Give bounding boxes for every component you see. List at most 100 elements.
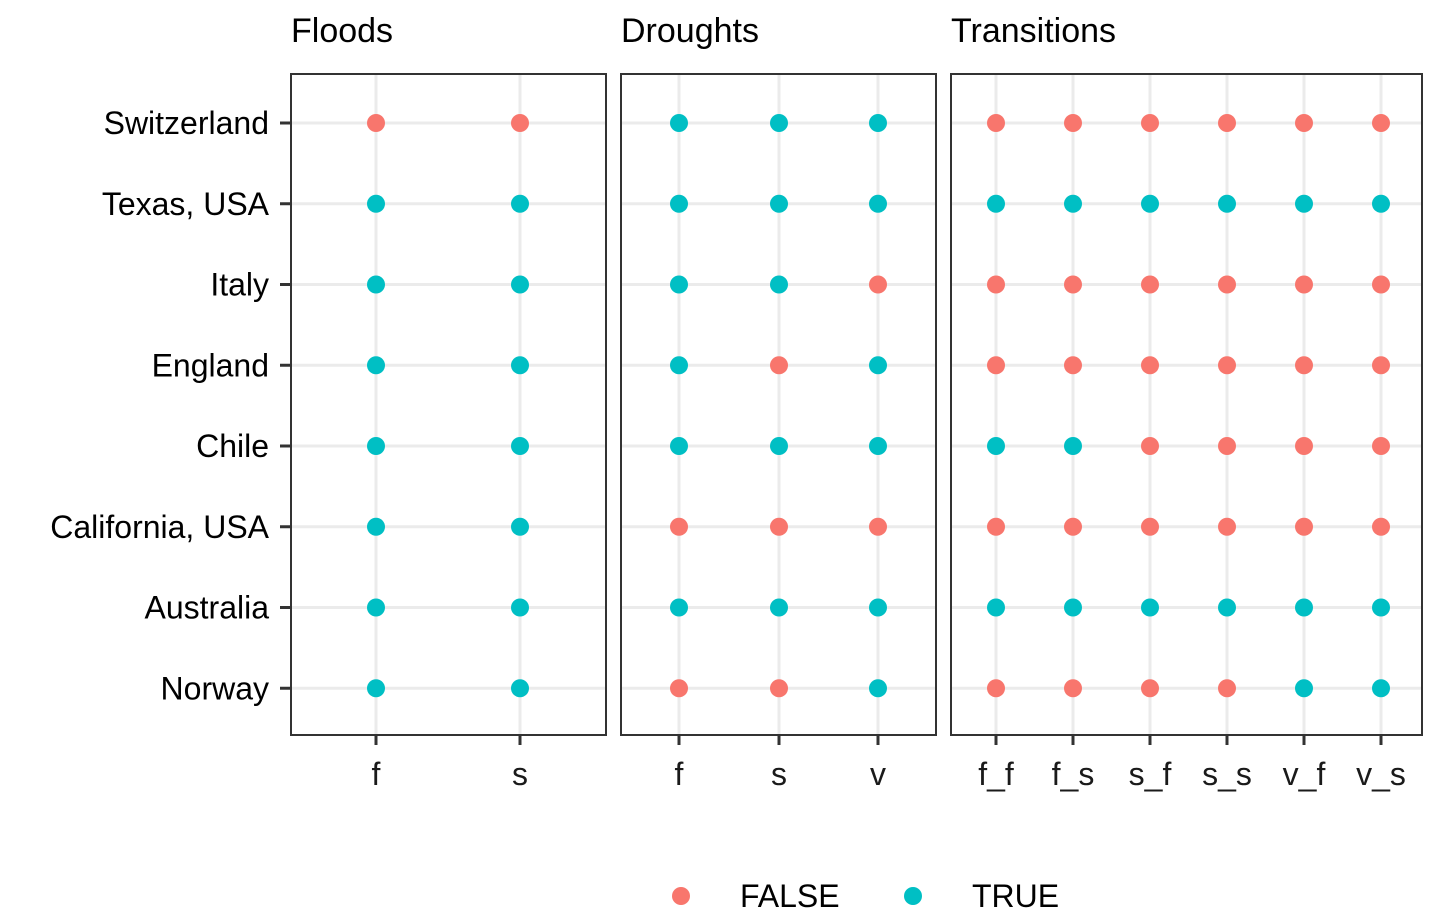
- data-point: [1372, 276, 1390, 294]
- x-tick-label: v: [870, 756, 886, 792]
- data-point: [367, 599, 385, 617]
- data-point: [1218, 518, 1236, 536]
- data-point: [367, 195, 385, 213]
- data-point: [670, 679, 688, 697]
- x-tick-label: v_s: [1356, 756, 1406, 792]
- data-point: [770, 195, 788, 213]
- y-axis-label: Texas, USA: [102, 186, 270, 222]
- data-point: [1372, 356, 1390, 374]
- data-point: [1372, 518, 1390, 536]
- data-point: [367, 679, 385, 697]
- data-point: [511, 356, 529, 374]
- data-point: [1218, 114, 1236, 132]
- y-axis-label: Switzerland: [104, 105, 269, 141]
- data-point: [770, 276, 788, 294]
- data-point: [367, 114, 385, 132]
- panel-border: [951, 74, 1422, 735]
- data-point: [1218, 437, 1236, 455]
- data-point: [987, 437, 1005, 455]
- y-axis-label: Chile: [196, 428, 269, 464]
- data-point: [1372, 437, 1390, 455]
- y-axis-label: England: [152, 347, 269, 383]
- data-point: [1372, 195, 1390, 213]
- panel-droughts: Droughts f s v: [621, 12, 936, 792]
- data-point: [1295, 518, 1313, 536]
- x-tick-label: f_f: [978, 756, 1014, 792]
- data-point: [869, 356, 887, 374]
- data-point: [1295, 599, 1313, 617]
- data-point: [1064, 356, 1082, 374]
- panel-floods: Floods f s: [291, 12, 606, 792]
- data-point: [770, 679, 788, 697]
- data-point: [1372, 679, 1390, 697]
- data-point: [670, 599, 688, 617]
- data-point: [511, 518, 529, 536]
- panel-title: Floods: [291, 12, 393, 50]
- data-point: [1295, 195, 1313, 213]
- data-point: [1064, 437, 1082, 455]
- x-tick-label: f: [372, 756, 381, 792]
- data-point: [987, 518, 1005, 536]
- data-point: [869, 437, 887, 455]
- data-point: [511, 599, 529, 617]
- x-tick-label: f: [675, 756, 684, 792]
- data-point: [1064, 195, 1082, 213]
- data-point: [670, 195, 688, 213]
- data-point: [367, 356, 385, 374]
- data-point: [670, 114, 688, 132]
- data-point: [1141, 276, 1159, 294]
- data-point: [1064, 276, 1082, 294]
- data-point: [1141, 195, 1159, 213]
- data-point: [770, 356, 788, 374]
- data-point: [511, 114, 529, 132]
- x-tick-label: f_s: [1052, 756, 1095, 792]
- x-tick-label: v_f: [1283, 756, 1326, 792]
- data-point: [869, 599, 887, 617]
- data-point: [670, 437, 688, 455]
- data-point: [1141, 599, 1159, 617]
- data-point: [869, 114, 887, 132]
- data-point: [987, 599, 1005, 617]
- data-point: [869, 518, 887, 536]
- data-point: [1064, 599, 1082, 617]
- data-point: [1141, 437, 1159, 455]
- data-point: [1141, 114, 1159, 132]
- data-point: [1295, 679, 1313, 697]
- data-point: [511, 195, 529, 213]
- x-tick-label: s_f: [1129, 756, 1172, 792]
- data-point: [1218, 356, 1236, 374]
- data-point: [511, 276, 529, 294]
- data-point: [1218, 195, 1236, 213]
- y-axis-label: Italy: [210, 267, 269, 303]
- data-point: [987, 114, 1005, 132]
- data-point: [1141, 356, 1159, 374]
- data-point: [1372, 599, 1390, 617]
- x-tick-label: s: [512, 756, 528, 792]
- data-point: [367, 518, 385, 536]
- legend: FALSE TRUE: [672, 878, 1059, 914]
- x-tick-label: s: [771, 756, 787, 792]
- data-point: [987, 195, 1005, 213]
- data-point: [869, 679, 887, 697]
- panel-transitions: Transitions f_f f_s s_f s_s v_f v_s: [951, 12, 1422, 792]
- data-point: [367, 437, 385, 455]
- data-point: [987, 679, 1005, 697]
- data-point: [1295, 356, 1313, 374]
- data-point: [1064, 518, 1082, 536]
- data-point: [1064, 679, 1082, 697]
- data-point: [511, 437, 529, 455]
- data-point: [511, 679, 529, 697]
- data-point: [770, 437, 788, 455]
- data-point: [1372, 114, 1390, 132]
- data-point: [1141, 679, 1159, 697]
- legend-key-true: [904, 887, 922, 905]
- data-point: [1218, 276, 1236, 294]
- data-point: [1218, 679, 1236, 697]
- data-point: [670, 518, 688, 536]
- data-point: [987, 276, 1005, 294]
- legend-label-true: TRUE: [972, 878, 1059, 914]
- data-point: [770, 518, 788, 536]
- panel-border: [291, 74, 606, 735]
- data-point: [1064, 114, 1082, 132]
